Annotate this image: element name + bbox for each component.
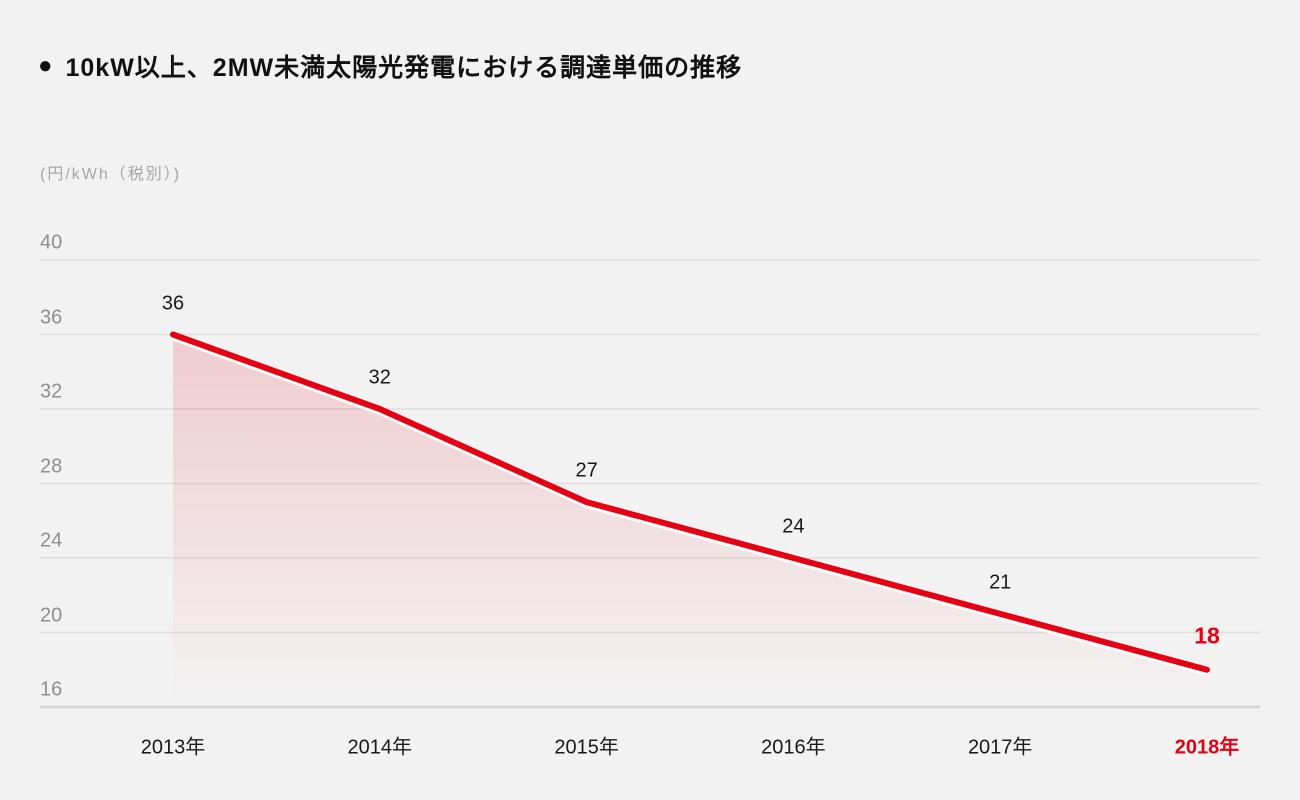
- y-tick-label: 32: [40, 380, 63, 403]
- y-tick-label: 24: [40, 529, 63, 552]
- x-axis-label: 2015年: [554, 736, 619, 759]
- y-tick-label: 20: [40, 604, 63, 626]
- x-axis-label: 2016年: [761, 736, 826, 759]
- x-axis-label: 2018年: [1174, 736, 1240, 759]
- data-label: 27: [575, 459, 598, 482]
- y-tick-label: 36: [40, 306, 63, 328]
- x-axis-label: 2017年: [967, 736, 1033, 759]
- bullet-icon: ●: [38, 52, 53, 79]
- data-series: [170, 331, 1210, 707]
- y-axis-unit-label: (円/kWh（税別）): [40, 166, 182, 183]
- data-label: 24: [782, 515, 805, 538]
- x-axis-label: 2013年: [140, 736, 206, 759]
- area-fill: [173, 334, 1207, 707]
- y-tick-label: 16: [40, 678, 63, 701]
- y-tick-label: 40: [40, 231, 63, 254]
- data-label: 21: [989, 571, 1012, 594]
- chart-title-text: 10kW以上、2MW未満太陽光発電における調達単価の推移: [65, 54, 743, 82]
- data-label: 32: [368, 366, 391, 389]
- y-tick-label: 28: [40, 455, 63, 477]
- x-axis-label: 2014年: [347, 736, 413, 759]
- chart-title: ● 10kW以上、2MW未満太陽光発電における調達単価の推移: [38, 48, 742, 84]
- data-label: 18: [1194, 622, 1220, 649]
- trend-line: [170, 331, 1210, 673]
- data-label: 36: [161, 292, 185, 314]
